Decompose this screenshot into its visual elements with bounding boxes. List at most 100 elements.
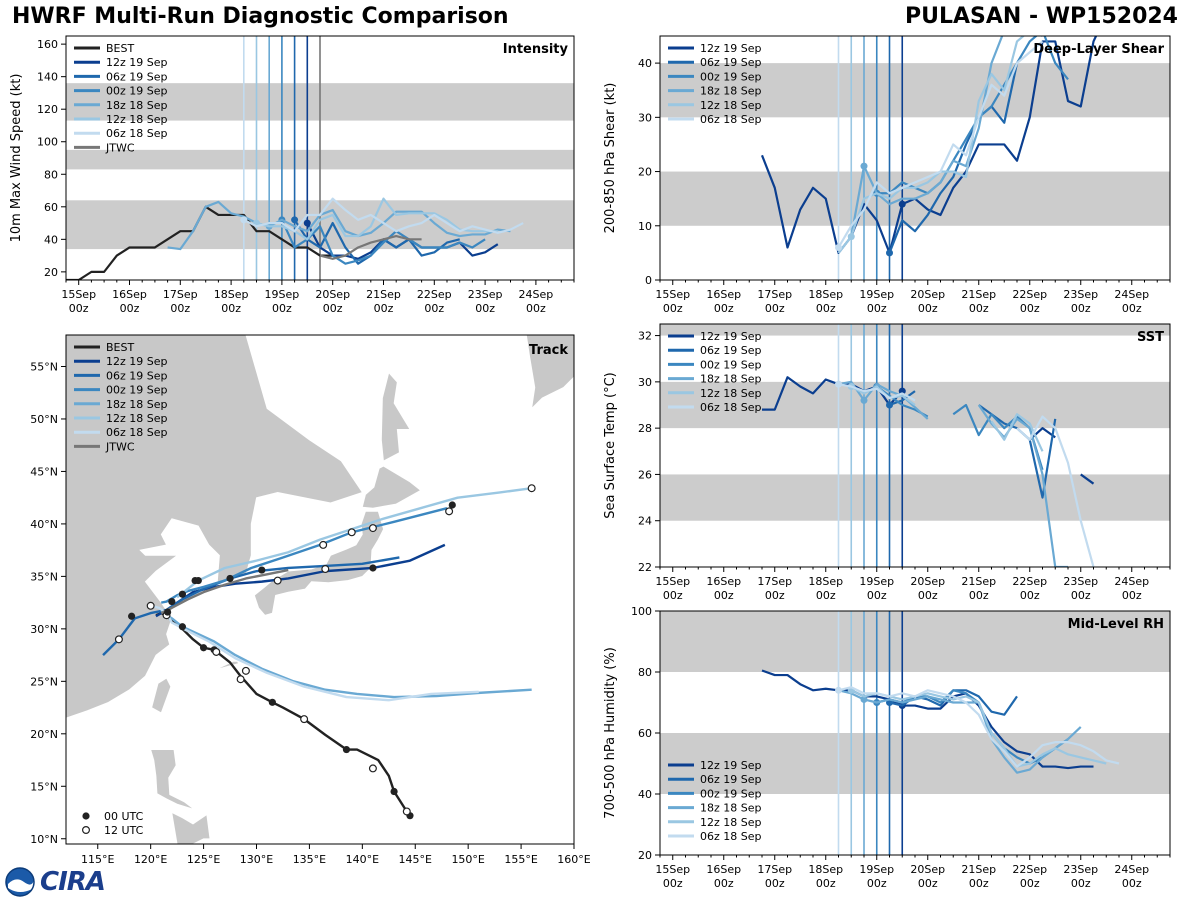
y-tick-label: 60	[44, 201, 58, 214]
legend-label-jtwc: JTWC	[105, 440, 135, 453]
panel-title: Deep-Layer Shear	[1033, 42, 1164, 57]
track-line-00z-19-sep	[161, 507, 448, 604]
legend-label-06z-19-sep: 06z 19 Sep	[106, 369, 168, 382]
x-tick-label: 17Sep	[163, 288, 198, 301]
track-point-12utc	[321, 565, 330, 574]
x-tick-label: 115°E	[81, 853, 114, 866]
legend-label-18z-18-sep: 18z 18 Sep	[700, 85, 762, 98]
y-tick-label: 50°N	[30, 413, 58, 426]
x-tick-label: 00z	[1020, 589, 1040, 602]
x-tick-label: 00z	[475, 302, 495, 315]
x-tick-label: 00z	[867, 589, 887, 602]
track-point-00utc	[448, 501, 456, 509]
init-marker-18z-18-sep	[860, 396, 868, 404]
rh-panel: 15Sep00z16Sep00z17Sep00z18Sep00z19Sep00z…	[603, 605, 1171, 890]
x-tick-label: 00z	[1071, 302, 1091, 315]
x-tick-label: 155°E	[504, 853, 537, 866]
init-marker-06z-19-sep	[886, 249, 893, 257]
series-line-06z-18-sep	[1016, 415, 1095, 567]
y-tick-label: 20	[638, 849, 652, 862]
legend-label-12z-19-sep: 12z 19 Sep	[106, 56, 168, 69]
y-tick-label: 60	[638, 727, 652, 740]
x-tick-label: 22Sep	[1012, 863, 1047, 876]
x-tick-label: 18Sep	[808, 863, 843, 876]
sst-panel: 15Sep00z16Sep00z17Sep00z18Sep00z19Sep00z…	[603, 323, 1171, 602]
x-tick-label: 19Sep	[859, 575, 894, 588]
y-tick-label: 40	[44, 233, 58, 246]
series-line-18z-18-sep	[838, 689, 1082, 774]
legend-label-06z-18-sep: 06z 18 Sep	[700, 830, 762, 843]
y-tick-label: 80	[638, 666, 652, 679]
band-0	[660, 733, 1170, 794]
x-tick-label: 20Sep	[910, 863, 945, 876]
x-tick-label: 20Sep	[910, 575, 945, 588]
track-point-12utc	[146, 601, 155, 610]
x-tick-label: 00z	[816, 877, 836, 890]
track-point-12utc	[114, 635, 123, 644]
series-line-06z-19-sep	[293, 219, 460, 265]
init-marker-06z-18-sep	[240, 216, 248, 224]
y-tick-label: 20	[638, 166, 652, 179]
track-point-12utc	[273, 576, 282, 585]
series-line-00z-19-sep	[876, 689, 1069, 765]
x-tick-label: 00z	[816, 302, 836, 315]
legend-label-00z-19-sep: 00z 19 Sep	[106, 384, 168, 397]
x-tick-label: 15Sep	[61, 288, 96, 301]
init-marker-06z-19-sep	[886, 401, 893, 409]
x-tick-label: 00z	[1122, 877, 1142, 890]
y-tick-label: 140	[37, 71, 58, 84]
y-tick-label: 25°N	[30, 675, 58, 688]
x-tick-label: 22Sep	[417, 288, 452, 301]
y-tick-label: 26	[638, 468, 652, 481]
track-point-00utc	[390, 787, 398, 796]
legend-label-12z-18-sep: 12z 18 Sep	[700, 99, 762, 112]
legend-label-best: BEST	[106, 341, 134, 354]
track-panel: 115°E 120°E 125°E 130°E 135°E 140°E 145°E 150°E…	[30, 334, 591, 866]
shear-plot-area	[660, 36, 1170, 280]
y-tick-label: 40	[638, 788, 652, 801]
x-tick-label: 18Sep	[808, 575, 843, 588]
y-axis-label: Sea Surface Temp (°C)	[603, 372, 618, 519]
x-tick-label: 19Sep	[859, 288, 894, 301]
x-tick-label: 00z	[374, 302, 394, 315]
init-marker-06z-19-sep	[291, 216, 299, 224]
legend-label-00z-19-sep: 00z 19 Sep	[700, 787, 762, 800]
series-line-06z-19-sep	[888, 62, 1019, 254]
init-marker-18z-18-sep	[860, 162, 868, 170]
y-tick-label: 20	[44, 266, 58, 279]
y-tick-label: 30	[638, 111, 652, 124]
x-tick-label: 00z	[765, 589, 785, 602]
x-tick-label: 00z	[1020, 302, 1040, 315]
track-point-00utc	[342, 745, 351, 754]
y-tick-label: 100	[631, 605, 652, 618]
y-tick-label: 160	[37, 38, 58, 51]
intensity-panel: 15Sep00z16Sep00z17Sep00z18Sep00z19Sep00z…	[9, 35, 575, 315]
x-tick-label: 23Sep	[1063, 575, 1098, 588]
track-point-12utc	[241, 666, 250, 675]
track-point-00utc	[128, 612, 136, 620]
legend-label-18z-18-sep: 18z 18 Sep	[106, 99, 168, 112]
x-tick-label: 00z	[918, 302, 938, 315]
land-0	[66, 335, 363, 844]
x-tick-label: 16Sep	[112, 288, 147, 301]
legend-label-12z-19-sep: 12z 19 Sep	[106, 355, 168, 368]
x-tick-label: 16Sep	[706, 575, 741, 588]
y-tick-label: 28	[638, 422, 652, 435]
series-line-06z-19-sep	[889, 390, 916, 407]
x-tick-label: 00z	[714, 302, 734, 315]
land-8	[171, 811, 211, 844]
track-point-00utc	[268, 698, 276, 706]
y-axis-label: 200-850 hPa Shear (kt)	[603, 83, 618, 234]
x-tick-label: 135°E	[293, 853, 326, 866]
land-3	[380, 371, 411, 462]
x-tick-label: 00z	[424, 302, 444, 315]
x-tick-label: 24Sep	[1114, 288, 1149, 301]
x-tick-label: 00z	[765, 877, 785, 890]
x-tick-label: 00z	[663, 877, 683, 890]
x-tick-label: 125°E	[187, 853, 220, 866]
legend-label-12z-18-sep: 12z 18 Sep	[106, 113, 168, 126]
x-tick-label: 00z	[867, 877, 887, 890]
